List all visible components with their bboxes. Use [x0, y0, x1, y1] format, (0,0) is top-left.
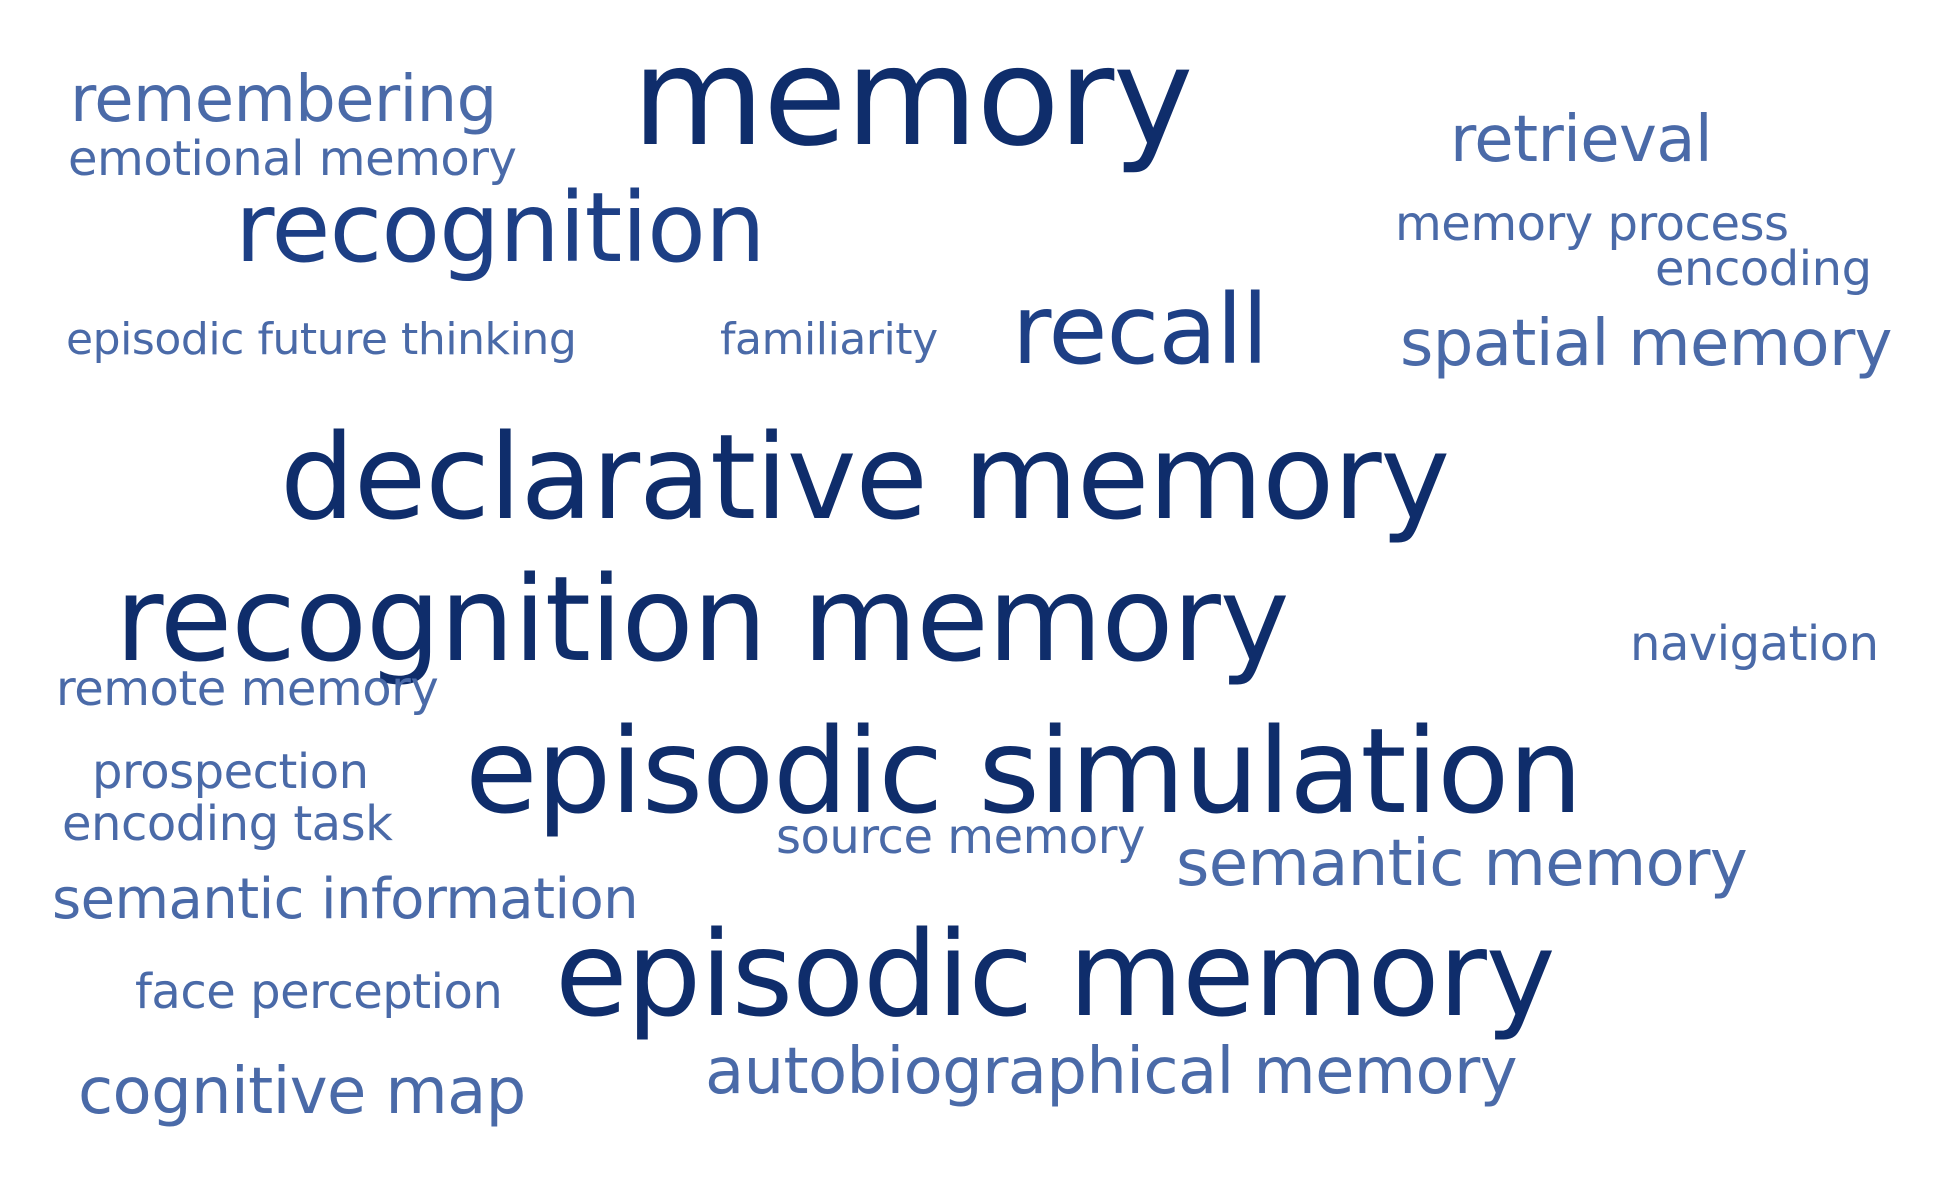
word-semantic-memory: semantic memory: [1176, 827, 1748, 901]
word-encoding: encoding: [1655, 241, 1872, 297]
word-navigation: navigation: [1630, 616, 1879, 672]
word-prospection: prospection: [92, 744, 369, 800]
word-recall: recall: [1012, 274, 1269, 386]
word-episodic-memory: episodic memory: [555, 905, 1556, 1043]
word-recognition: recognition: [235, 172, 766, 284]
word-source-memory: source memory: [776, 809, 1145, 865]
word-declarative-memory: declarative memory: [280, 408, 1450, 546]
word-episodic-future-thinking: episodic future thinking: [66, 314, 577, 365]
word-cognitive-map: cognitive map: [78, 1055, 526, 1129]
word-emotional-memory: emotional memory: [68, 131, 517, 187]
word-face-perception: face perception: [135, 964, 503, 1020]
word-spatial-memory: spatial memory: [1400, 307, 1892, 381]
word-encoding-task: encoding task: [62, 796, 393, 852]
word-retrieval: retrieval: [1450, 103, 1713, 177]
word-memory-process: memory process: [1395, 196, 1789, 252]
word-recognition-memory: recognition memory: [115, 550, 1290, 688]
word-episodic-simulation: episodic simulation: [465, 702, 1583, 840]
word-semantic-information: semantic information: [52, 867, 639, 932]
word-autobiographical-memory: autobiographical memory: [705, 1035, 1518, 1109]
word-remembering: remembering: [70, 63, 497, 137]
word-memory: memory: [632, 19, 1193, 177]
word-remote-memory: remote memory: [56, 661, 439, 717]
word-familiarity: familiarity: [720, 314, 938, 365]
